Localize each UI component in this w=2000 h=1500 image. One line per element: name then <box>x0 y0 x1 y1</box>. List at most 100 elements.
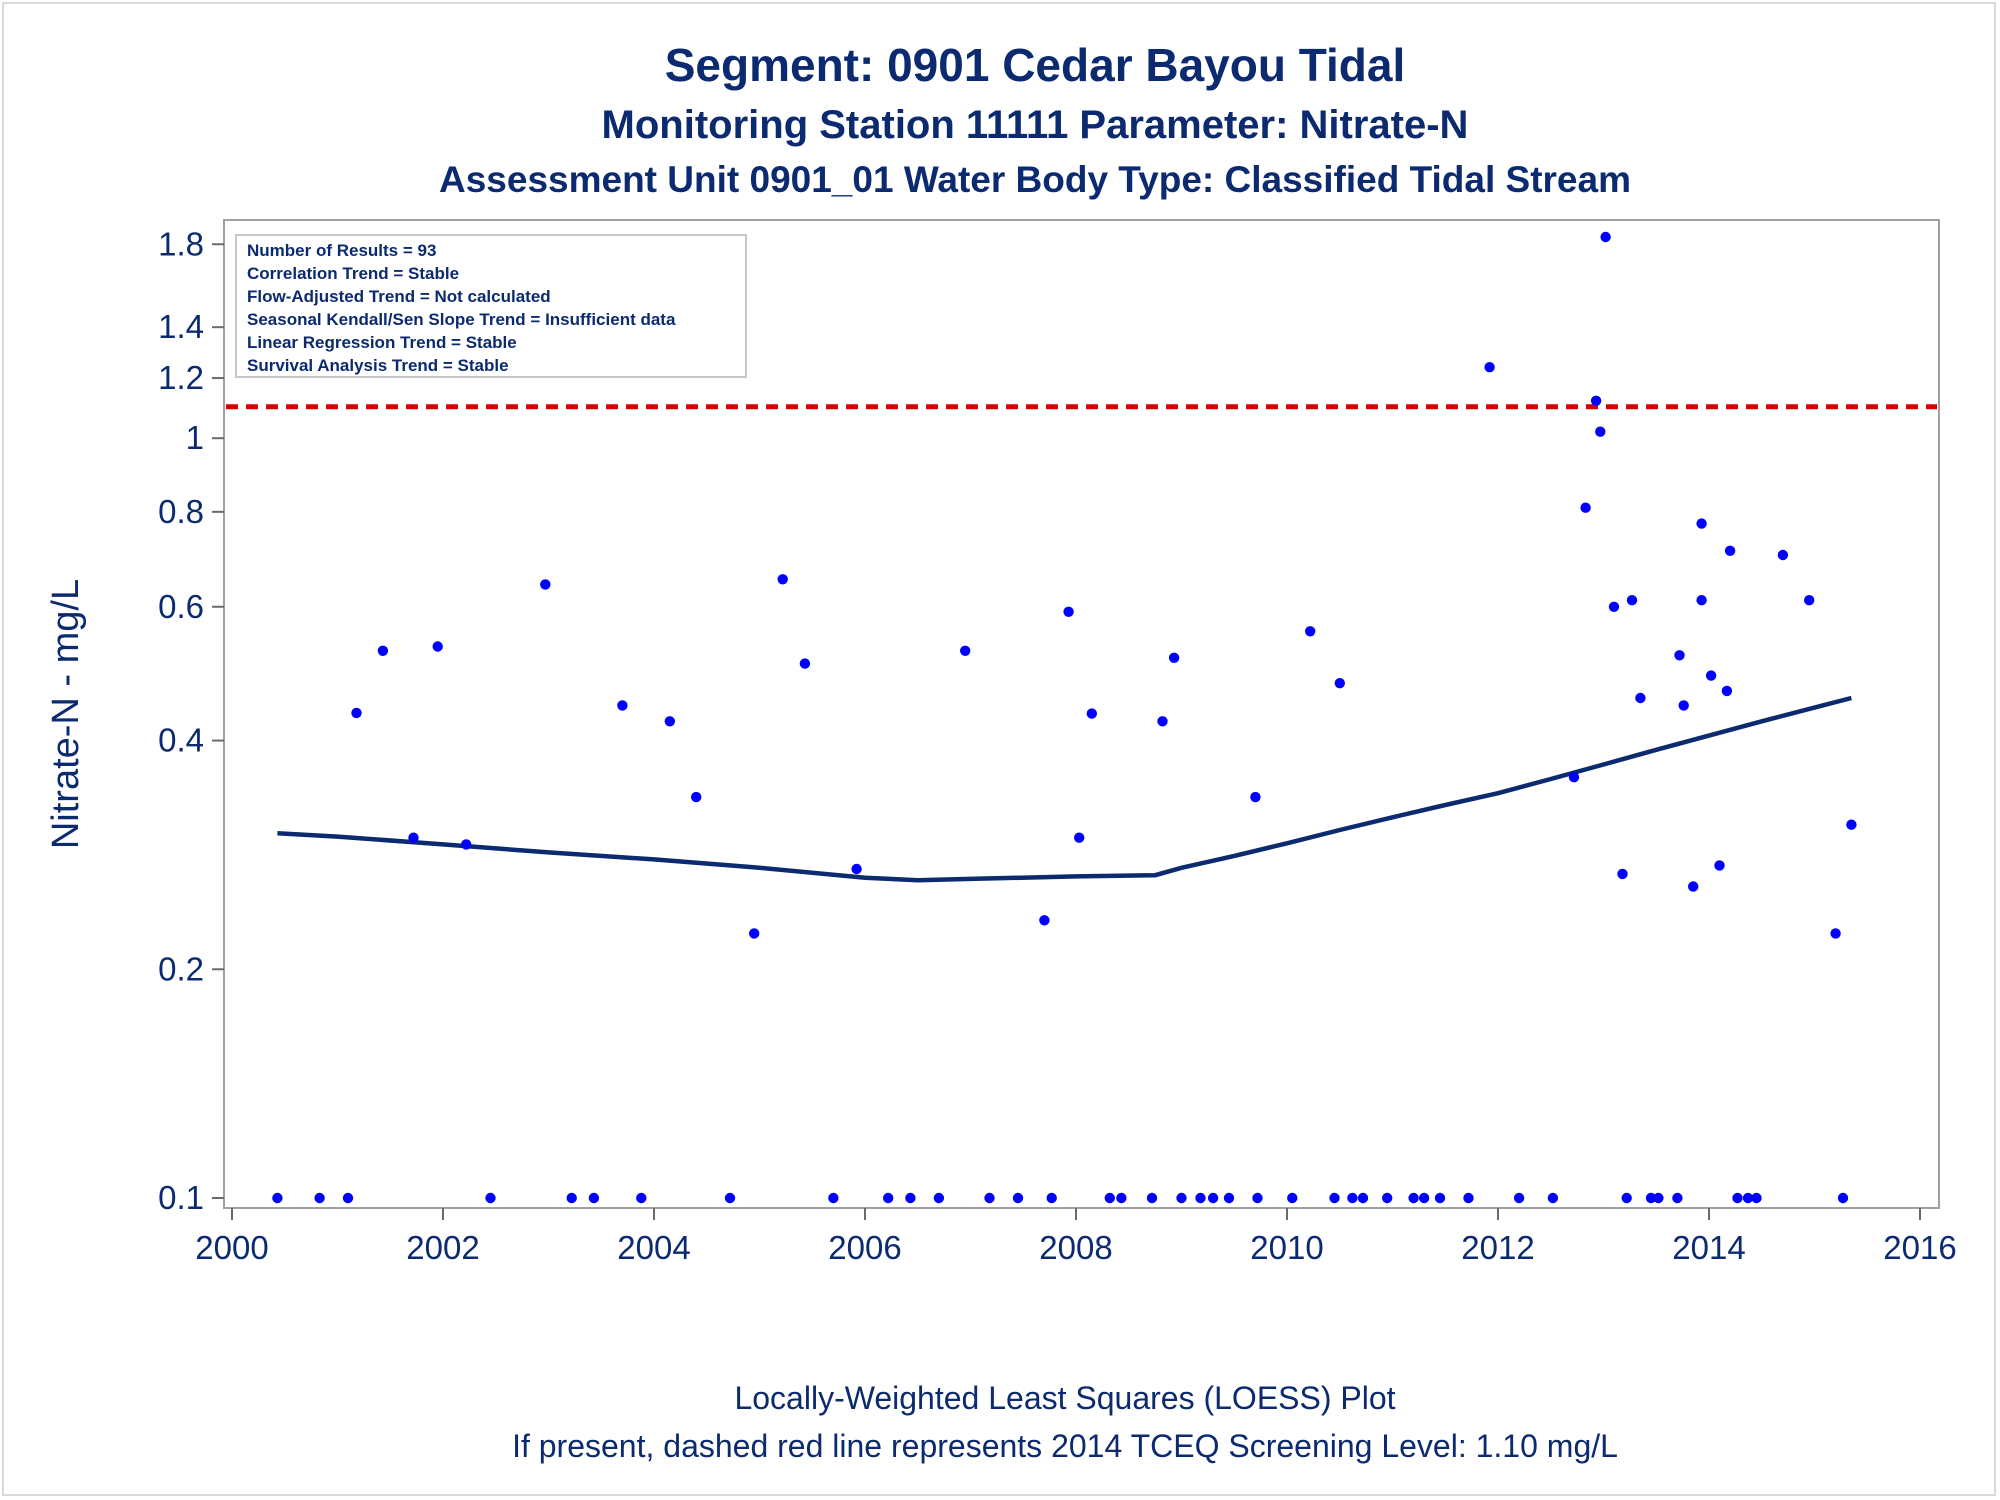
data-point <box>1724 545 1736 556</box>
data-point <box>1688 881 1699 892</box>
data-point <box>1621 1192 1632 1204</box>
data-point <box>1382 1192 1393 1204</box>
x-tick-label: 2002 <box>406 1229 479 1266</box>
x-tick-label: 2006 <box>828 1229 901 1266</box>
data-point <box>408 832 419 843</box>
data-point <box>1157 716 1168 727</box>
data-point <box>1590 395 1602 406</box>
data-point <box>1329 1192 1340 1204</box>
data-point <box>1672 1192 1683 1204</box>
data-point <box>1804 595 1815 606</box>
x-tick-label: 2010 <box>1250 1229 1323 1266</box>
data-point <box>351 707 362 719</box>
data-point <box>1732 1192 1743 1204</box>
data-point <box>1617 868 1628 880</box>
y-tick-label: 1 <box>186 419 204 456</box>
data-point <box>540 579 551 590</box>
data-point <box>1705 670 1717 681</box>
data-point <box>1116 1192 1127 1204</box>
chart-title: Segment: 0901 Cedar Bayou Tidal <box>664 39 1406 91</box>
y-tick-label: 1.2 <box>158 359 204 396</box>
data-point <box>1837 1192 1849 1204</box>
y-tick-label: 0.6 <box>158 588 204 625</box>
data-point <box>1714 860 1725 871</box>
data-point <box>1742 1192 1754 1204</box>
data-point <box>1104 1192 1116 1204</box>
data-point <box>314 1192 325 1204</box>
legend-line: Correlation Trend = Stable <box>247 264 459 283</box>
data-point <box>1418 1192 1430 1204</box>
data-point <box>1484 362 1495 373</box>
data-point <box>1086 708 1098 719</box>
data-point <box>1357 1192 1369 1204</box>
data-point <box>1626 595 1638 606</box>
data-point <box>1408 1192 1419 1204</box>
data-point <box>1252 1192 1263 1204</box>
data-point <box>1645 1192 1657 1204</box>
data-point <box>1595 426 1606 437</box>
loess-curve <box>277 695 1852 883</box>
plot-area <box>223 219 1940 1209</box>
x-axis: 2000 2002 2004 2006 2008 2010 2012 2014 2016 <box>195 1208 1957 1266</box>
y-axis-label: Nitrate-N - mg/L <box>45 579 87 849</box>
data-point <box>342 1192 354 1204</box>
data-point <box>1347 1192 1358 1204</box>
legend-line: Linear Regression Trend = Stable <box>247 333 517 352</box>
footer-screening-note: If present, dashed red line represents 2… <box>512 1428 1618 1464</box>
x-tick-label: 2004 <box>617 1229 690 1266</box>
legend-line: Seasonal Kendall/Sen Slope Trend = Insuf… <box>247 310 676 329</box>
data-point <box>984 1192 995 1204</box>
data-point <box>1600 231 1611 243</box>
y-tick-label: 1.8 <box>158 225 204 262</box>
data-point <box>1608 601 1620 612</box>
x-tick-label: 2014 <box>1672 1229 1745 1266</box>
x-tick-label: 2008 <box>1039 1229 1112 1266</box>
y-tick-label: 1.4 <box>158 308 204 345</box>
y-tick-label: 0.1 <box>158 1179 204 1216</box>
data-point <box>1568 772 1580 783</box>
legend-box: Number of Results = 93 Correlation Trend … <box>235 234 747 378</box>
y-axis: 0.1 0.2 0.4 0.6 0.8 1 1.2 1.4 1.8 <box>158 225 224 1216</box>
data-point <box>905 1192 916 1204</box>
data-point <box>883 1192 894 1204</box>
data-point <box>1513 1192 1525 1204</box>
data-point <box>617 700 628 711</box>
data-point <box>960 645 971 656</box>
data-point <box>1635 692 1646 704</box>
data-point <box>1696 595 1707 606</box>
data-point <box>933 1192 945 1204</box>
data-point <box>1046 1192 1057 1204</box>
chart-subtitle-assessment: Assessment Unit 0901_01 Water Body Type:… <box>439 159 1631 200</box>
data-point <box>1721 685 1733 697</box>
data-point <box>1678 700 1689 711</box>
data-point <box>828 1192 839 1204</box>
footer-method: Locally-Weighted Least Squares (LOESS) P… <box>734 1380 1396 1416</box>
data-point <box>1176 1192 1187 1204</box>
x-tick-label: 2000 <box>195 1229 268 1266</box>
data-point <box>1012 1192 1024 1204</box>
y-tick-label: 0.8 <box>158 493 204 530</box>
data-point <box>432 641 443 652</box>
y-tick-label: 0.4 <box>158 722 204 759</box>
chart-titles: Segment: 0901 Cedar Bayou Tidal Monitori… <box>0 34 2000 206</box>
data-point <box>1168 652 1180 663</box>
data-point <box>1195 1192 1206 1204</box>
data-point <box>1777 549 1789 561</box>
chart-subtitle-station: Monitoring Station 11111 Parameter: Nitr… <box>601 103 1469 147</box>
x-tick-label: 2016 <box>1883 1229 1956 1266</box>
data-point <box>485 1192 496 1204</box>
data-point <box>1250 791 1261 803</box>
data-point <box>1146 1192 1158 1204</box>
data-point <box>1039 915 1050 926</box>
data-point <box>799 658 811 669</box>
data-point <box>1830 928 1841 939</box>
x-tick-label: 2012 <box>1461 1229 1534 1266</box>
data-point <box>1696 518 1707 529</box>
data-point <box>1846 819 1857 830</box>
y-tick-label: 0.2 <box>158 950 204 987</box>
data-point <box>1434 1192 1446 1204</box>
data-point <box>1580 502 1591 513</box>
legend-line: Survival Analysis Trend = Stable <box>247 356 509 375</box>
